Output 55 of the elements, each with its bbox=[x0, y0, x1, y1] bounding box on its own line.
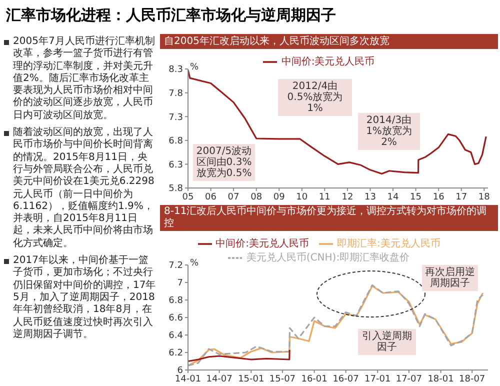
x-tick-label: 17 bbox=[456, 192, 468, 202]
chart-title: 8-11汇改后人民币中间价与市场价更为接近，调控方式转为对市场价的调控 bbox=[160, 205, 498, 231]
x-tick-label: 16 bbox=[432, 192, 445, 202]
y-tick-label: 6 bbox=[177, 366, 184, 376]
x-tick-label: 05 bbox=[182, 192, 194, 202]
y-tick-label: 6.2 bbox=[168, 348, 183, 359]
y-tick-label: 6.8 bbox=[168, 296, 184, 306]
text: 2017年以来，中间价基于一篮子货币，更加市场化；不过央行仍旧保留对中间价的调控，17年5月，加入了逆周期因子，2018年年初曾经取消，18年8月，在人民币贬值速度过快时再次引入逆周期因子调节。 bbox=[13, 255, 156, 342]
x-tick-label: 18-07 bbox=[459, 374, 486, 384]
x-tick-label: 09 bbox=[273, 192, 286, 202]
y-tick-label: 6.4 bbox=[168, 331, 184, 342]
annotation: 2012/4由0.5%放宽为1% bbox=[278, 79, 352, 116]
y-tick-label: 7.8 bbox=[168, 88, 184, 99]
x-tick-label: 08 bbox=[250, 192, 262, 202]
x-tick-label: 14-01 bbox=[174, 374, 202, 384]
y-tick-label: 6.6 bbox=[168, 314, 184, 324]
line-series bbox=[188, 349, 290, 362]
y-tick-label: 7.3 bbox=[168, 112, 183, 123]
text: 汇率市场化进程：人民币汇率市场化与逆周期因子 bbox=[6, 6, 336, 25]
x-tick-label: 15 bbox=[410, 192, 422, 202]
annotation: 再次启用逆周期因子 bbox=[422, 265, 478, 291]
x-tick-label: 11 bbox=[318, 192, 330, 202]
x-tick-label: 07 bbox=[228, 192, 240, 202]
legend-label: 即期汇率:美元兑人民币 bbox=[337, 238, 440, 250]
x-tick-label: 10 bbox=[296, 192, 308, 202]
x-tick-label: 16-07 bbox=[332, 374, 359, 384]
x-tick-label: 06 bbox=[205, 192, 217, 202]
x-tick-label: 15-07 bbox=[269, 374, 296, 384]
x-tick-label: 14-07 bbox=[206, 374, 232, 384]
x-tick-label: 16-01 bbox=[301, 374, 328, 384]
y-tick-label: 6.3 bbox=[168, 160, 183, 170]
x-tick-label: 18-01 bbox=[428, 374, 454, 384]
y-axis-title: % bbox=[190, 258, 199, 268]
text: 2005年7月人民币进行汇率机制改革，参考一篮子货币进行有管理的浮动汇率制度，并对美元升值2%。随后汇率市场化改革主要表现为人民币市场价相对中间价的波动区间逐步放宽，人民币日内可波动区间放宽。 bbox=[13, 36, 156, 122]
y-tick-label: 8.3 bbox=[168, 65, 183, 76]
x-tick-label: 15-01 bbox=[238, 374, 264, 384]
legend-label: 中间价:美元兑人民币 bbox=[281, 56, 375, 68]
x-tick-label: 18 bbox=[478, 192, 490, 202]
y-tick-label: 6.8 bbox=[168, 136, 184, 147]
y-tick-label: 7 bbox=[177, 278, 183, 289]
chart-title: 自2005年汇改启动以来，人民币波动区间多次放宽 bbox=[160, 34, 498, 49]
x-tick-label: 17-07 bbox=[396, 374, 422, 384]
x-tick-label: 12 bbox=[342, 192, 354, 202]
y-tick-label: 5.8 bbox=[168, 184, 184, 194]
x-tick-label: 14 bbox=[387, 192, 400, 202]
x-tick-label: 17-01 bbox=[364, 374, 391, 384]
y-axis-title: % bbox=[190, 62, 199, 72]
legend-label: 中间价:美元兑人民币 bbox=[216, 238, 309, 250]
x-tick-label: 13 bbox=[364, 192, 376, 202]
text: 随着波动区间的放宽，出现了人民币市场价与中间价长时间背离的情况。2015年8月11日，央行与外管局联合公布，人民币兑美元中间价设在1美元兑6.2298元人民币（前一日中间价为6.1162），贬值幅度约1.9%，并表明，自2015年8月11日起，未来人民币中间价将由市场化方式确定。 bbox=[13, 127, 154, 249]
y-tick-label: 7.2 bbox=[168, 261, 183, 272]
annotation: 2014/3由1%放宽为2% bbox=[358, 113, 420, 150]
annotation: 引入逆周期因子 bbox=[358, 329, 416, 355]
legend-label: 美元兑人民币(CNH):即期汇率收盘价 bbox=[246, 252, 410, 264]
annotation: 2007/5波动区间由0.3%放宽为0.5% bbox=[193, 144, 255, 181]
